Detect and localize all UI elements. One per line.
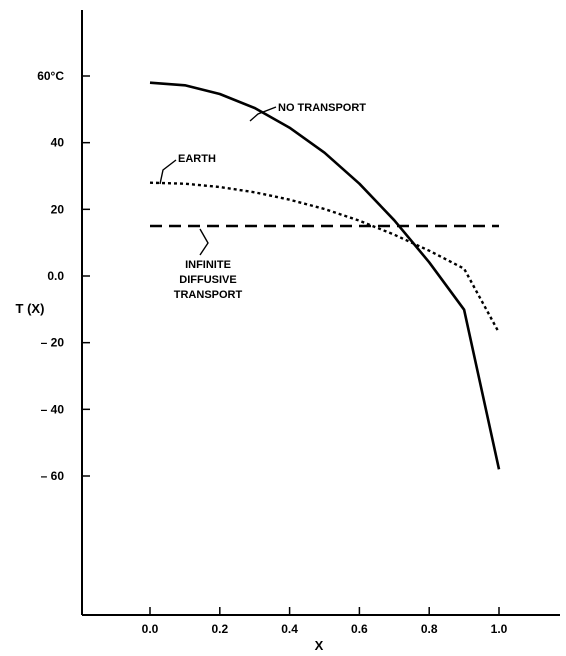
- x-tick-label: 0.6: [351, 622, 368, 636]
- x-axis-label: X: [315, 638, 324, 653]
- y-tick-label: – 60: [41, 469, 65, 483]
- annotation-infinite-diffusive-transport-text: INFINITE DIFFUSIVE TRANSPORT: [174, 259, 243, 301]
- y-axis-label: T (X): [16, 301, 45, 316]
- y-tick-label: 60°C: [37, 69, 64, 83]
- x-tick-label: 0.2: [211, 622, 228, 636]
- annotation-line: DIFFUSIVE: [179, 274, 236, 286]
- y-tick-label: 20: [51, 202, 65, 216]
- series-layer: [149, 81, 501, 470]
- annotation-line: TRANSPORT: [174, 289, 243, 301]
- y-tick-label: 0.0: [47, 269, 64, 283]
- annotation-earth-text: EARTH: [178, 153, 216, 165]
- y-tick-label: – 20: [41, 336, 65, 350]
- y-tick-label: 40: [51, 136, 65, 150]
- annotation-line: EARTH: [178, 153, 216, 165]
- annotation-line: NO TRANSPORT: [278, 102, 366, 114]
- annotation-line: INFINITE: [185, 259, 231, 271]
- x-tick-label: 1.0: [491, 622, 508, 636]
- y-axis-ticks: 60°C 40 20 0.0 – 20 – 40 – 60: [37, 69, 90, 483]
- x-tick-label: 0.8: [421, 622, 438, 636]
- y-tick-label: – 40: [41, 402, 65, 416]
- annotation-layer: NO TRANSPORT EARTH INFINITE DIFFUSIVE TRANSP…: [159, 102, 366, 301]
- annotation-no-transport-text: NO TRANSPORT: [278, 102, 366, 114]
- annotation-earth-leader: [159, 159, 177, 185]
- annotation-no-transport-leader: [249, 106, 277, 122]
- x-tick-label: 0.0: [142, 622, 159, 636]
- x-tick-label: 0.4: [281, 622, 298, 636]
- x-axis-ticks: 0.0 0.2 0.4 0.6 0.8 1.0: [142, 607, 508, 636]
- series-line-no-transport: [149, 81, 501, 470]
- series-line-earth: [149, 181, 501, 334]
- annotation-infinite-diffusive-transport-leader: [199, 228, 209, 256]
